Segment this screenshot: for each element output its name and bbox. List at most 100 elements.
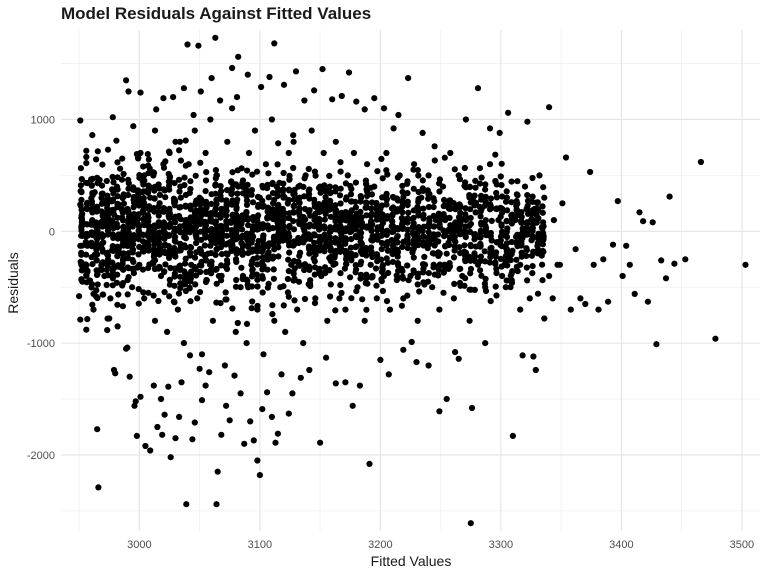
data-point <box>228 219 235 226</box>
data-point <box>260 240 267 248</box>
data-point <box>556 261 564 268</box>
data-point <box>383 201 390 208</box>
data-point <box>343 256 350 263</box>
data-point <box>535 215 542 222</box>
data-point <box>243 320 251 327</box>
data-point <box>425 172 432 179</box>
data-point <box>441 154 448 161</box>
data-point <box>493 249 500 256</box>
data-point <box>378 226 385 233</box>
data-point <box>348 257 355 264</box>
data-point <box>529 227 536 234</box>
data-point <box>197 88 204 95</box>
data-point <box>311 300 319 307</box>
data-point <box>222 296 229 303</box>
data-point <box>380 105 388 112</box>
y-tick-label: 0 <box>49 226 55 238</box>
data-point <box>305 231 312 238</box>
data-point <box>619 272 626 280</box>
data-point <box>326 183 333 190</box>
data-point <box>89 301 96 308</box>
data-point <box>533 208 540 215</box>
data-point <box>508 178 515 185</box>
data-point <box>373 205 380 212</box>
data-point <box>498 182 505 189</box>
data-point <box>523 264 530 271</box>
data-point <box>327 293 334 300</box>
data-point <box>662 275 670 282</box>
data-point <box>379 262 386 269</box>
data-point <box>523 245 530 252</box>
data-point <box>178 379 185 386</box>
data-point <box>451 228 458 235</box>
data-point <box>559 200 566 207</box>
data-point <box>415 172 422 179</box>
data-point <box>301 175 308 182</box>
data-point <box>90 306 97 313</box>
data-point <box>326 234 333 241</box>
data-point <box>104 327 111 334</box>
data-point <box>117 165 124 172</box>
data-point <box>140 163 147 170</box>
data-point <box>337 214 344 221</box>
data-point <box>373 199 380 207</box>
data-point <box>414 208 422 215</box>
data-point <box>395 111 402 119</box>
data-point <box>534 290 542 297</box>
data-point <box>184 41 191 48</box>
data-point <box>258 83 265 91</box>
data-point <box>135 286 142 293</box>
data-point <box>212 175 219 182</box>
data-point <box>404 245 411 252</box>
data-point <box>410 254 417 261</box>
data-point <box>415 270 422 277</box>
data-point <box>109 231 116 238</box>
data-point <box>482 193 489 200</box>
data-point <box>364 192 371 200</box>
data-point <box>405 277 412 284</box>
data-point <box>410 214 417 221</box>
data-point <box>94 227 101 234</box>
data-point <box>343 261 350 268</box>
data-point <box>238 220 245 228</box>
data-point <box>467 206 474 213</box>
data-point <box>98 231 105 238</box>
data-point <box>462 211 469 218</box>
data-point <box>223 226 230 233</box>
data-point <box>321 216 328 223</box>
data-point <box>472 209 479 216</box>
data-point <box>572 246 579 253</box>
data-point <box>212 240 220 247</box>
data-point <box>540 236 547 243</box>
data-point <box>379 175 386 182</box>
data-point <box>259 275 266 282</box>
data-point <box>467 214 474 221</box>
data-point <box>436 188 443 195</box>
data-point <box>523 205 530 212</box>
data-point <box>398 265 405 272</box>
data-point <box>120 266 127 273</box>
data-point <box>378 239 385 247</box>
data-point <box>150 234 157 241</box>
data-point <box>285 238 292 245</box>
data-point <box>156 208 163 216</box>
data-point <box>78 188 85 195</box>
data-point <box>373 282 380 289</box>
data-point <box>441 261 448 268</box>
data-point <box>254 242 261 249</box>
data-point <box>476 203 483 210</box>
data-point <box>172 219 179 226</box>
data-point <box>260 351 267 358</box>
data-point <box>126 373 133 380</box>
data-point <box>388 223 395 230</box>
data-point <box>229 169 236 176</box>
data-point <box>347 244 354 251</box>
data-point <box>130 204 137 211</box>
data-point <box>394 174 401 181</box>
data-point <box>207 210 214 218</box>
data-point <box>83 153 90 161</box>
data-point <box>342 196 350 203</box>
data-point <box>328 239 335 246</box>
data-point <box>443 395 450 403</box>
data-point <box>405 209 412 216</box>
